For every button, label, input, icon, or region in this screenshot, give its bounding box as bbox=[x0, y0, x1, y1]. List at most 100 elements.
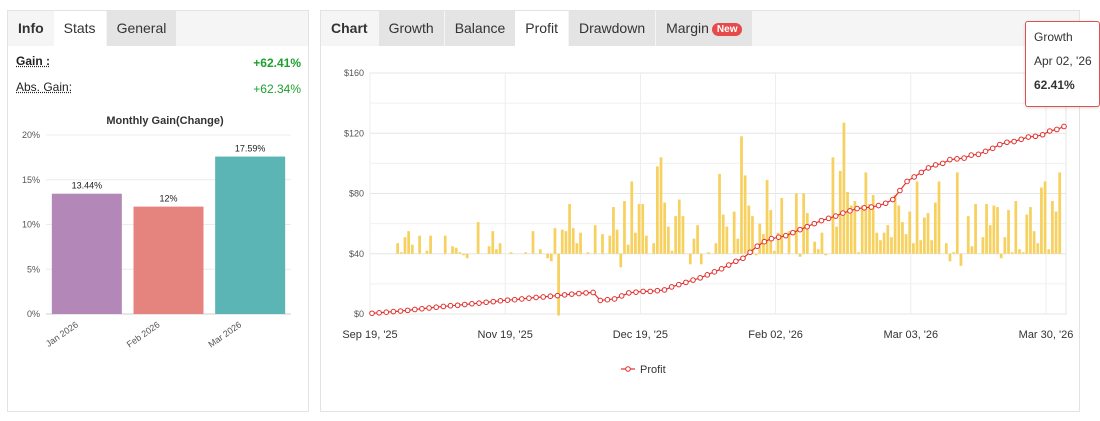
profit-point bbox=[618, 293, 625, 299]
profit-bar bbox=[974, 204, 977, 254]
monthly-chart-title: Monthly Gain(Change) bbox=[106, 115, 224, 127]
profit-bar bbox=[952, 252, 956, 254]
profit-bar bbox=[407, 231, 411, 254]
profit-bar bbox=[864, 172, 868, 254]
profit-bar bbox=[1029, 207, 1032, 254]
profit-bar bbox=[868, 204, 871, 254]
profit-bar bbox=[487, 246, 491, 254]
right-tab-bar: Chart Growth Balance Profit Drawdown Mar… bbox=[321, 11, 1079, 46]
profit-point bbox=[797, 226, 803, 233]
profit-bar bbox=[593, 225, 597, 254]
profit-point bbox=[825, 215, 832, 222]
profit-bar bbox=[491, 231, 495, 254]
profit-bar bbox=[425, 250, 429, 254]
profit-point bbox=[383, 309, 390, 315]
profit-bar bbox=[1036, 243, 1040, 254]
profit-bar bbox=[981, 237, 985, 254]
profit-point bbox=[1046, 128, 1053, 134]
profit-point bbox=[904, 178, 910, 185]
profit-point bbox=[490, 298, 497, 305]
profit-x-tick-label: Sep 19, '25 bbox=[342, 329, 397, 341]
profit-point bbox=[954, 156, 960, 162]
profit-point bbox=[597, 297, 604, 304]
profit-bar bbox=[608, 235, 612, 254]
tab-drawdown[interactable]: Drawdown bbox=[567, 11, 656, 46]
profit-bar bbox=[930, 240, 934, 254]
profit-chart: $0 $40 $80 $120 $160 Sep 19, '25 Nov 19, '25 De… bbox=[342, 68, 1073, 376]
profit-bar bbox=[992, 205, 996, 254]
profit-bar bbox=[1058, 172, 1062, 254]
profit-point bbox=[1054, 126, 1060, 133]
profit-bar bbox=[666, 226, 670, 254]
profit-bar bbox=[813, 241, 817, 254]
monthly-x-tick-label: Feb 2026 bbox=[125, 319, 162, 349]
tooltip-value: 62.41% bbox=[1034, 78, 1075, 92]
profit-point bbox=[939, 160, 946, 167]
profit-bar bbox=[923, 217, 926, 254]
profit-point bbox=[975, 151, 982, 158]
gain-row: Gain : +62.41% bbox=[16, 54, 301, 72]
profit-bar bbox=[736, 238, 740, 254]
profit-bar bbox=[586, 252, 590, 254]
profit-bar bbox=[816, 249, 820, 254]
profit-bar bbox=[871, 195, 875, 254]
tab-margin[interactable]: Margin New bbox=[655, 11, 753, 46]
profit-y-tick-label: $120 bbox=[344, 128, 364, 138]
profit-bar bbox=[773, 250, 776, 254]
profit-bar bbox=[842, 122, 846, 254]
profit-point bbox=[1032, 133, 1039, 140]
profit-bar bbox=[879, 240, 882, 254]
profit-point bbox=[526, 295, 532, 301]
profit-bar bbox=[531, 231, 535, 254]
new-badge: New bbox=[711, 23, 743, 36]
profit-point bbox=[668, 284, 675, 290]
profit-bar bbox=[524, 252, 528, 254]
legend-point-swatch bbox=[625, 366, 631, 372]
profit-point bbox=[576, 290, 582, 297]
profit-bar bbox=[849, 205, 853, 254]
profit-bar bbox=[659, 157, 663, 254]
profit-point bbox=[897, 187, 903, 194]
profit-bar bbox=[696, 225, 699, 254]
profit-point bbox=[447, 302, 454, 309]
profit-bar bbox=[688, 253, 692, 265]
profit-point bbox=[376, 309, 382, 316]
abs-gain-value: +62.34% bbox=[253, 82, 301, 96]
profit-bar bbox=[769, 210, 773, 254]
profit-point bbox=[675, 281, 682, 288]
profit-point bbox=[718, 266, 725, 272]
profit-bar bbox=[645, 235, 648, 254]
profit-bar bbox=[465, 253, 469, 259]
monthly-y-tick-label: 0% bbox=[27, 309, 40, 319]
tab-balance[interactable]: Balance bbox=[443, 11, 516, 46]
profit-bar bbox=[714, 243, 718, 254]
profit-bar bbox=[1021, 252, 1025, 254]
monthly-data-label: 17.59% bbox=[235, 144, 266, 154]
profit-point bbox=[1039, 131, 1046, 138]
profit-bar bbox=[751, 216, 754, 254]
tab-growth[interactable]: Growth bbox=[377, 11, 444, 46]
profit-point bbox=[911, 174, 917, 180]
profit-y-tick-label: $80 bbox=[349, 189, 364, 199]
profit-point bbox=[654, 287, 661, 294]
tab-info[interactable]: Info bbox=[8, 11, 54, 46]
profit-bar bbox=[985, 204, 988, 254]
profit-point bbox=[818, 217, 825, 224]
profit-bar bbox=[462, 253, 465, 256]
profit-bar bbox=[780, 198, 784, 254]
profit-bar bbox=[612, 207, 615, 254]
tab-general[interactable]: General bbox=[105, 11, 177, 46]
abs-gain-label: Abs. Gain: bbox=[16, 80, 73, 94]
profit-bar bbox=[630, 181, 634, 254]
profit-bar bbox=[546, 253, 549, 259]
tab-profit[interactable]: Profit bbox=[515, 11, 568, 46]
tab-chart[interactable]: Chart bbox=[321, 11, 378, 46]
profit-bar bbox=[988, 225, 992, 254]
profit-point bbox=[747, 249, 753, 256]
tooltip-date: Apr 02, '26 bbox=[1034, 54, 1092, 68]
profit-bar bbox=[498, 243, 502, 254]
monthly-bar bbox=[215, 156, 286, 314]
tab-stats[interactable]: Stats bbox=[53, 11, 106, 46]
profit-bar bbox=[634, 232, 637, 254]
profit-bar bbox=[451, 246, 454, 254]
